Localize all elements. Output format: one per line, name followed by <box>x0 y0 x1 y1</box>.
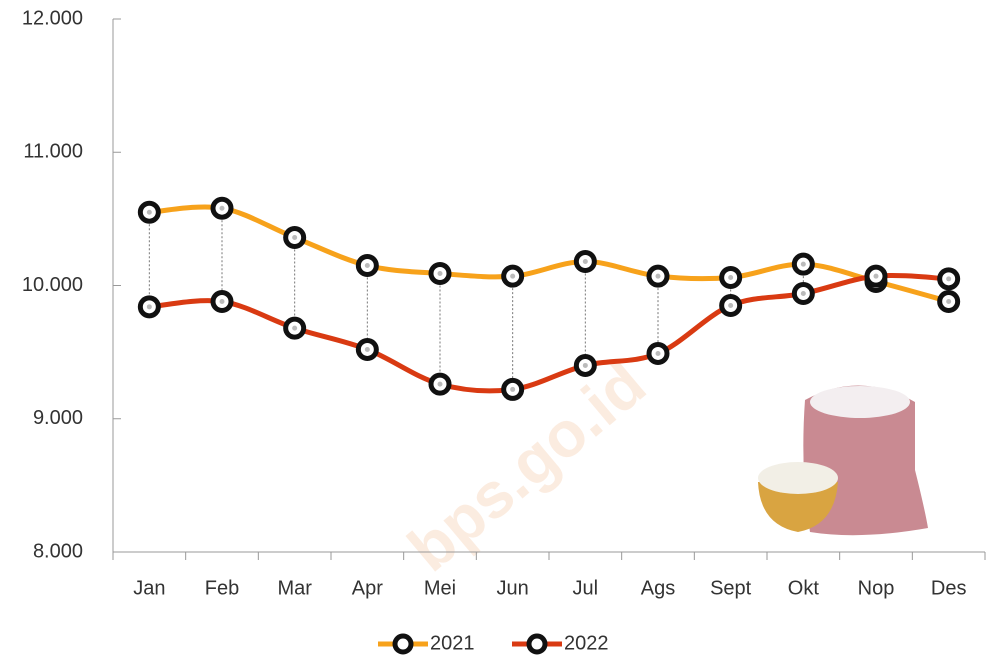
point-center <box>946 276 951 281</box>
y-tick-label: 10.000 <box>22 274 83 296</box>
point-center <box>510 387 515 392</box>
point-center <box>365 263 370 268</box>
point-center <box>656 351 661 356</box>
point-center <box>220 299 225 304</box>
x-tick-label: Nop <box>858 577 895 599</box>
legend-label: 2021 <box>430 632 475 654</box>
point-center <box>583 259 588 264</box>
x-tick-label: Apr <box>352 577 383 599</box>
chart: bps.go.id 8.0009.00010.00011.00012.000Ja… <box>0 0 992 656</box>
point-center <box>583 363 588 368</box>
point-center <box>656 274 661 279</box>
x-tick-label: Des <box>931 577 967 599</box>
x-tick-label: Sept <box>710 577 752 599</box>
point-center <box>510 274 515 279</box>
legend-label: 2022 <box>564 632 609 654</box>
point-center <box>438 271 443 276</box>
legend-marker <box>395 636 411 652</box>
point-center <box>728 275 733 280</box>
point-center <box>438 382 443 387</box>
point-center <box>365 347 370 352</box>
point-center <box>728 303 733 308</box>
point-center <box>220 206 225 211</box>
y-tick-label: 12.000 <box>22 7 83 29</box>
point-center <box>801 262 806 267</box>
x-tick-label: Feb <box>205 577 239 599</box>
point-center <box>147 304 152 309</box>
point-center <box>292 326 297 331</box>
point-center <box>801 291 806 296</box>
point-center <box>946 299 951 304</box>
y-tick-label: 9.000 <box>33 407 83 429</box>
x-tick-label: Okt <box>788 577 820 599</box>
legend-marker <box>529 636 545 652</box>
x-tick-label: Mei <box>424 577 456 599</box>
point-center <box>292 235 297 240</box>
x-tick-label: Jan <box>133 577 165 599</box>
point-center <box>874 274 879 279</box>
y-tick-label: 11.000 <box>23 141 83 163</box>
series-line <box>149 275 948 390</box>
x-tick-label: Ags <box>641 577 675 599</box>
x-tick-label: Mar <box>277 577 312 599</box>
x-tick-label: Jun <box>497 577 529 599</box>
rice-sack-illustration <box>758 385 928 535</box>
x-tick-label: Jul <box>573 577 599 599</box>
y-tick-label: 8.000 <box>33 540 83 562</box>
bowl-rice <box>758 462 838 494</box>
sack-rice <box>810 386 910 418</box>
point-center <box>147 210 152 215</box>
